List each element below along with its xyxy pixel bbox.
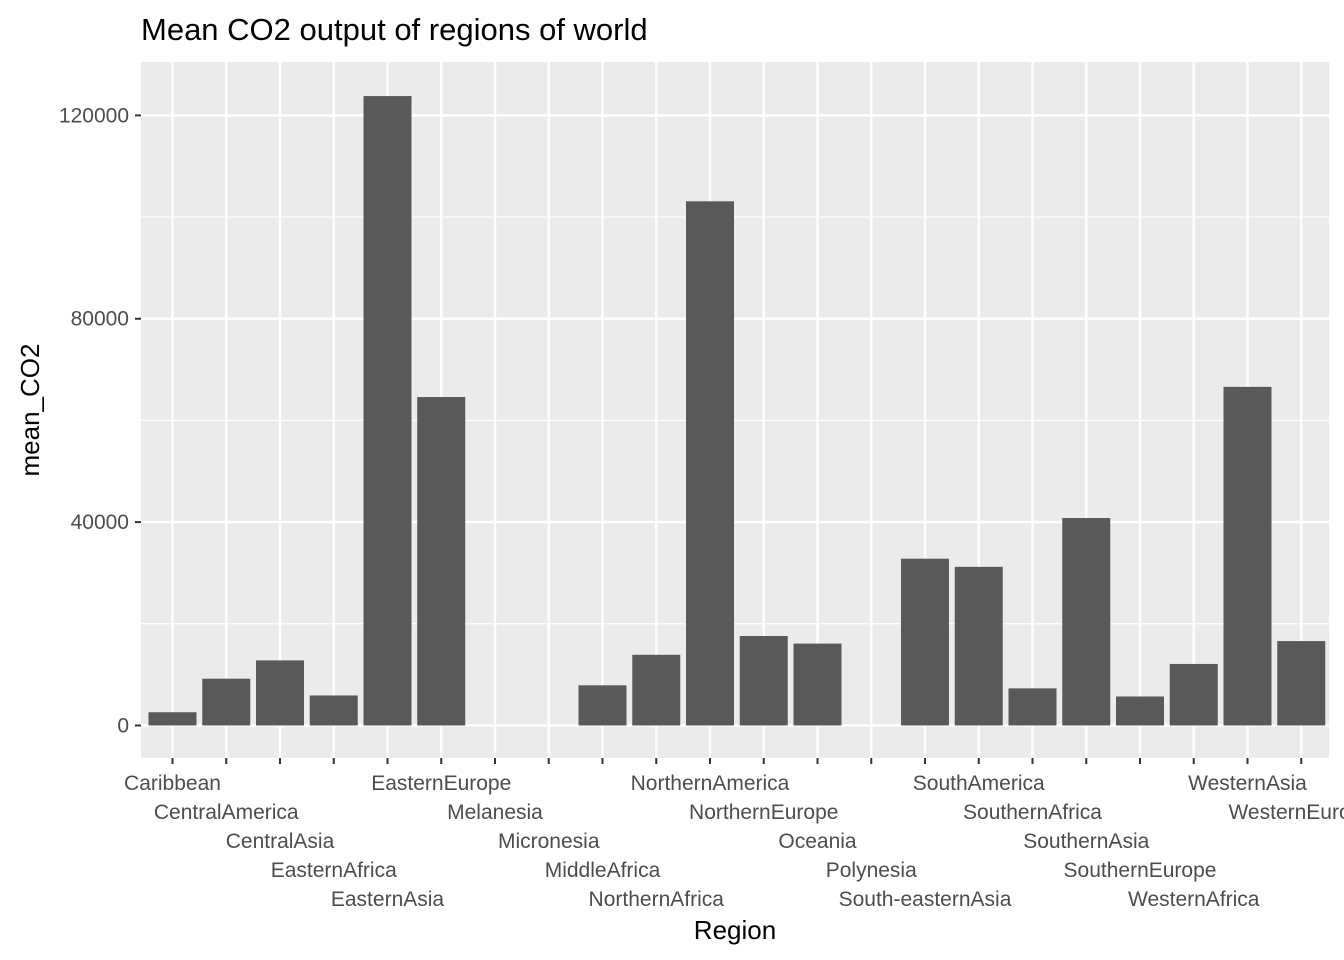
bar (632, 654, 681, 726)
x-tick-label: WesternAsia (1188, 772, 1307, 795)
x-tick-label: Polynesia (826, 859, 917, 882)
x-tick-label: WesternEurope (1228, 801, 1344, 824)
x-axis: Caribbean CentralAmerica CentralAsia Easter… (124, 758, 1344, 911)
bar (309, 695, 358, 726)
y-axis-title: mean_CO2 (15, 344, 45, 477)
bar (954, 566, 1003, 726)
x-tick-label: EasternAsia (331, 888, 445, 911)
bar (363, 96, 412, 726)
x-tick-label: NorthernEurope (689, 801, 838, 824)
x-tick-label: CentralAsia (226, 830, 335, 853)
chart-title: Mean CO2 output of regions of world (141, 12, 648, 47)
x-axis-title: Region (694, 915, 776, 945)
bar (417, 397, 466, 726)
x-tick-label: NorthernAfrica (589, 888, 725, 911)
y-tick-label: 0 (117, 714, 129, 737)
bar (1169, 663, 1218, 726)
bar (1223, 386, 1272, 726)
plot-panel (141, 62, 1329, 758)
x-tick-label: Micronesia (498, 830, 600, 853)
x-tick-label: SouthernEurope (1064, 859, 1217, 882)
x-tick-label: Oceania (778, 830, 857, 853)
bars (148, 96, 1326, 726)
x-tick-label: MiddleAfrica (545, 859, 661, 882)
x-tick-label: SouthernAfrica (963, 801, 1102, 824)
bar (793, 643, 842, 726)
bar (686, 201, 734, 726)
bar (901, 558, 949, 726)
x-tick-label: SouthernAsia (1023, 830, 1149, 853)
bar (148, 712, 197, 726)
y-axis: 0 40000 80000 120000 (59, 104, 141, 737)
x-tick-label: CentralAmerica (154, 801, 299, 824)
y-tick-label: 80000 (71, 308, 129, 331)
y-tick-label: 40000 (71, 511, 129, 534)
x-tick-label: NorthernAmerica (631, 772, 790, 795)
bar (1116, 696, 1164, 726)
x-tick-label: South-easternAsia (839, 888, 1012, 911)
y-tick-label: 120000 (59, 104, 129, 127)
bar (739, 635, 788, 726)
x-tick-label: SouthAmerica (913, 772, 1045, 795)
x-tick-label: EasternAfrica (271, 859, 397, 882)
bar (1277, 641, 1326, 726)
x-tick-label: Melanesia (447, 801, 543, 824)
bar (578, 685, 627, 726)
bar (202, 678, 251, 726)
bar (256, 660, 304, 726)
bar (1062, 518, 1111, 726)
x-tick-label: Caribbean (124, 772, 221, 795)
x-tick-label: EasternEurope (371, 772, 511, 795)
x-tick-label: WesternAfrica (1128, 888, 1260, 911)
bar (1008, 688, 1057, 726)
minor-gridlines (141, 216, 1329, 625)
